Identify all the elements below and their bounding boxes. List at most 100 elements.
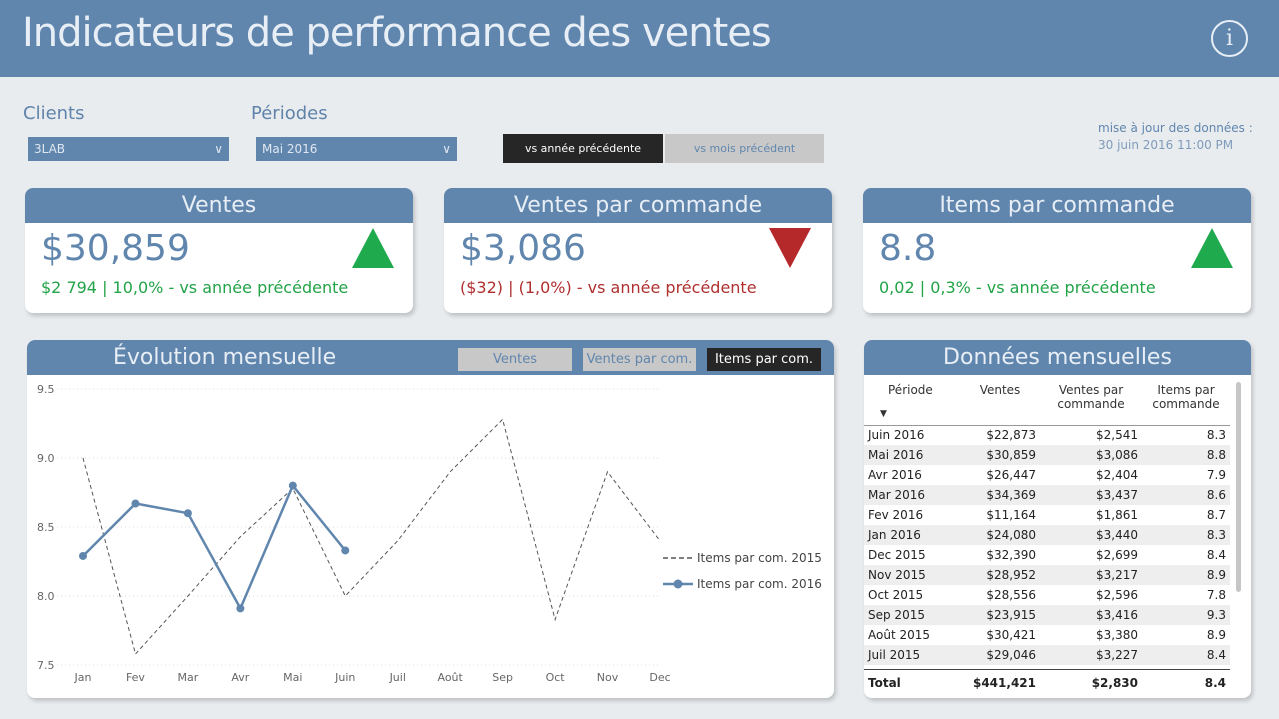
total-ventes-par-commande: $2,830: [1091, 675, 1138, 690]
row-items-par-commande: 8.7: [1206, 508, 1226, 522]
series-line-2: [82, 483, 347, 612]
table-row[interactable]: Juin 2016 $22,873 $2,541 8.3: [864, 425, 1230, 445]
row-ventes: $32,390: [986, 548, 1036, 562]
table-header-row: Période ▼ Ventes Ventes par commande Ite…: [864, 375, 1230, 425]
y-tick-label: 8.5: [37, 521, 55, 534]
row-ventes-par-commande: $3,086: [1040, 445, 1142, 465]
tab-items-par-com[interactable]: Items par com.: [707, 348, 821, 371]
clients-dropdown-value: 3LAB: [34, 142, 66, 156]
y-tick-label: 7.5: [37, 659, 55, 672]
column-header-label: Période: [888, 383, 933, 397]
info-icon[interactable]: i: [1211, 20, 1248, 57]
total-ventes: $441,421: [972, 675, 1036, 690]
row-ventes-par-commande: $3,217: [1040, 565, 1142, 585]
table-row[interactable]: Nov 2015 $28,952 $3,217 8.9: [864, 565, 1230, 585]
kpi-delta: ($32) | (1,0%) - vs année précédente: [460, 278, 757, 297]
sort-down-icon: ▼: [880, 409, 887, 419]
monthly-table: Période ▼ Ventes Ventes par commande Ite…: [864, 375, 1230, 665]
table-row[interactable]: Août 2015 $30,421 $3,380 8.9: [864, 625, 1230, 645]
row-ventes-par-commande: $2,541: [1096, 428, 1138, 443]
row-ventes-par-commande: $1,861: [1096, 508, 1138, 522]
x-tick-label: Juil: [389, 671, 406, 684]
row-ventes: $28,952: [960, 565, 1040, 585]
row-items-par-commande: 8.4: [1142, 645, 1230, 665]
column-header-items-par-commande[interactable]: Items par commande: [1152, 383, 1220, 411]
table-row[interactable]: Avr 2016 $26,447 $2,404 7.9: [864, 465, 1230, 485]
tab-ventes-par-com[interactable]: Ventes par com.: [583, 348, 696, 371]
series-line-1: [82, 418, 661, 656]
row-ventes: $23,915: [960, 605, 1040, 625]
header-bar: Indicateurs de performance des ventes i: [0, 0, 1279, 77]
row-periode: Mar 2016: [864, 485, 960, 505]
row-ventes-par-commande: $3,380: [1096, 628, 1138, 642]
row-ventes: $30,859: [960, 445, 1040, 465]
trend-up-icon: [352, 228, 394, 268]
table-row[interactable]: Juil 2015 $29,046 $3,227 8.4: [864, 645, 1230, 665]
x-tick-label: Mar: [178, 671, 199, 684]
periodes-dropdown[interactable]: Mai 2016 ∨: [256, 137, 457, 161]
row-ventes: $26,447: [986, 468, 1036, 482]
evolution-card: Évolution mensuelle Ventes Ventes par co…: [27, 340, 834, 698]
table-row[interactable]: Mai 2016 $30,859 $3,086 8.8: [864, 445, 1230, 465]
row-items-par-commande: 8.9: [1142, 565, 1230, 585]
line-chart: 9.5 9.0 8.5 8.0 7.5 Jan Fev Mar Avr Mai Juin Juil A…: [37, 383, 822, 684]
data-point: [341, 546, 350, 555]
total-row: Total $441,421 $2,830 8.4: [864, 670, 1230, 696]
x-tick-label: Août: [438, 671, 464, 684]
data-point: [79, 551, 87, 560]
x-tick-label: Juin: [334, 671, 355, 684]
trend-down-icon: [769, 228, 811, 268]
table-row[interactable]: Jan 2016 $24,080 $3,440 8.3: [864, 525, 1230, 545]
evolution-title: Évolution mensuelle: [27, 340, 834, 375]
row-periode: Fev 2016: [868, 508, 924, 522]
page-title: Indicateurs de performance des ventes: [22, 10, 772, 56]
x-tick-label: Oct: [546, 671, 566, 684]
y-tick-label: 9.0: [37, 452, 55, 465]
row-items-par-commande: 7.8: [1206, 588, 1226, 602]
row-ventes: $29,046: [960, 645, 1040, 665]
row-periode: Juin 2016: [868, 428, 925, 443]
kpi-title: Ventes: [25, 188, 413, 223]
table-row[interactable]: Fev 2016 $11,164 $1,861 8.7: [864, 505, 1230, 525]
clients-dropdown[interactable]: 3LAB ∨: [28, 137, 229, 161]
row-ventes-par-commande: $2,699: [1096, 548, 1138, 562]
row-items-par-commande: 9.3: [1142, 605, 1230, 625]
x-tick-label: Avr: [231, 671, 249, 684]
column-header-ventes-par-commande[interactable]: Ventes par commande: [1057, 383, 1125, 411]
tab-ventes[interactable]: Ventes: [458, 348, 572, 371]
column-header-ventes[interactable]: Ventes: [979, 383, 1021, 397]
row-ventes: $22,873: [986, 428, 1036, 443]
data-point: [236, 604, 245, 613]
kpi-value: 8.8: [879, 228, 937, 269]
table-row[interactable]: Mar 2016 $34,369 $3,437 8.6: [864, 485, 1230, 505]
row-ventes: $28,556: [986, 588, 1036, 602]
update-timestamp: 30 juin 2016 11:00 PM: [1098, 138, 1234, 152]
total-label: Total: [868, 675, 901, 690]
periodes-dropdown-value: Mai 2016: [262, 142, 318, 156]
legend-dot: [673, 579, 683, 589]
kpi-delta: $2 794 | 10,0% - vs année précédente: [41, 278, 349, 297]
row-periode: Sep 2015: [864, 605, 960, 625]
row-periode: Jan 2016: [864, 525, 960, 545]
vs-month-toggle[interactable]: vs mois précédent: [665, 134, 824, 163]
kpi-card-items-par-commande: Items par commande 8.8 0,02 | 0,3% - vs …: [863, 188, 1251, 313]
monthly-data-card: Données mensuelles Période ▼ Ventes Vent…: [864, 340, 1251, 698]
row-items-par-commande: 8.9: [1206, 628, 1226, 642]
table-row[interactable]: Sep 2015 $23,915 $3,416 9.3: [864, 605, 1230, 625]
chevron-down-icon: ∨: [214, 142, 223, 156]
row-ventes-par-commande: $2,404: [1096, 468, 1138, 482]
row-ventes-par-commande: $3,416: [1040, 605, 1142, 625]
row-periode: Août 2015: [868, 628, 931, 642]
clients-label: Clients: [23, 103, 85, 124]
y-tick-label: 8.0: [37, 590, 55, 603]
kpi-value: $30,859: [41, 228, 190, 269]
row-periode: Mai 2016: [864, 445, 960, 465]
table-scrollbar[interactable]: [1236, 382, 1241, 592]
column-header-periode[interactable]: Période ▼: [864, 375, 960, 425]
row-periode: Dec 2015: [868, 548, 926, 562]
table-row[interactable]: Oct 2015 $28,556 $2,596 7.8: [864, 585, 1230, 605]
vs-year-toggle[interactable]: vs année précédente: [503, 134, 663, 163]
row-items-par-commande: 8.3: [1142, 525, 1230, 545]
table-row[interactable]: Dec 2015 $32,390 $2,699 8.4: [864, 545, 1230, 565]
x-tick-label: Fev: [126, 671, 145, 684]
